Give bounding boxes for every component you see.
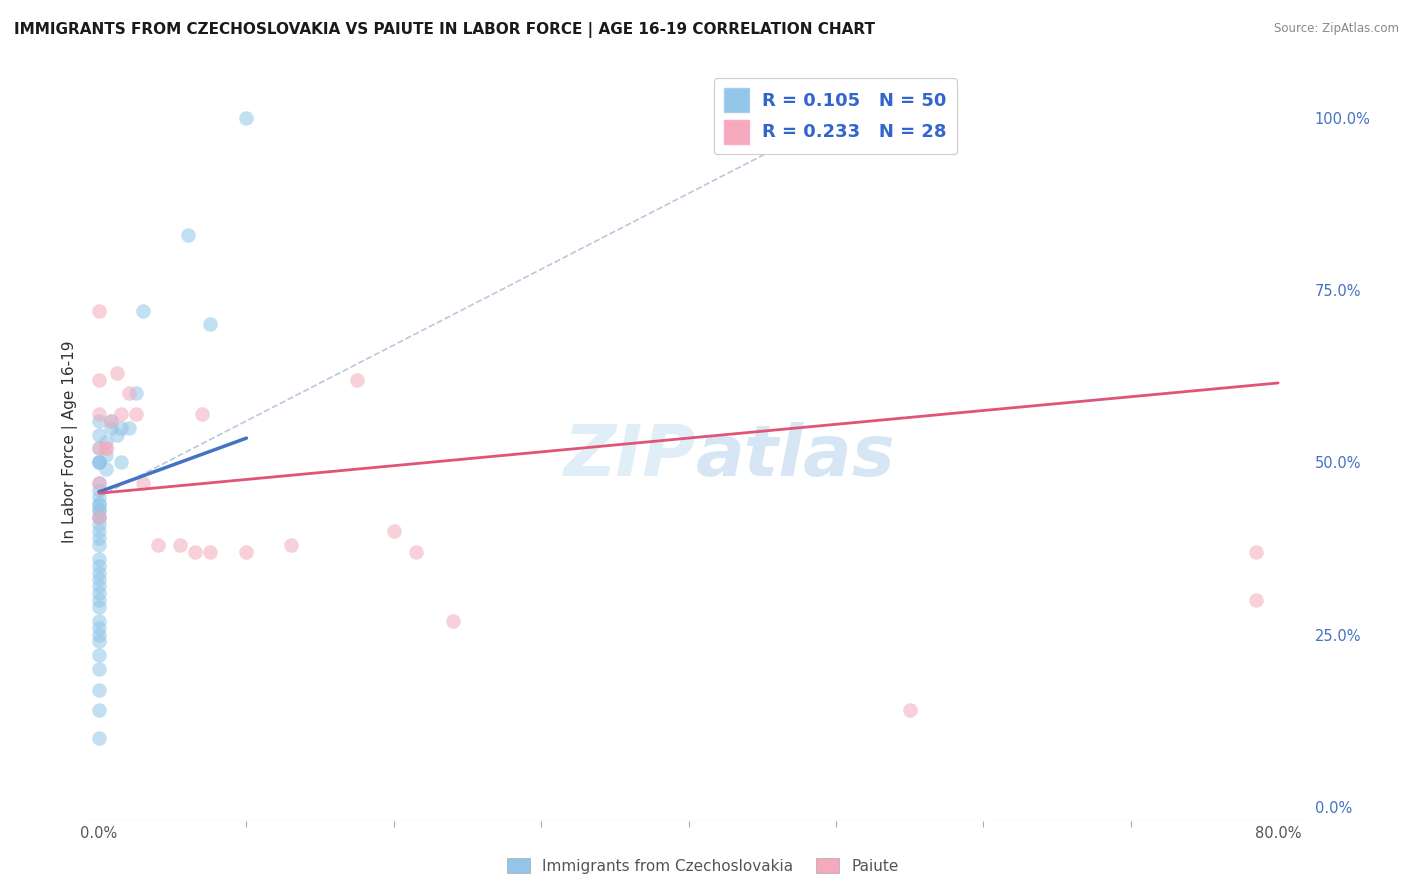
Point	[169, 538, 191, 552]
Point	[1244, 593, 1267, 607]
Point	[110, 421, 132, 435]
Text: atlas: atlas	[696, 422, 896, 491]
Point	[87, 497, 110, 511]
Point	[87, 531, 110, 545]
Point	[441, 614, 464, 628]
Text: IMMIGRANTS FROM CZECHOSLOVAKIA VS PAIUTE IN LABOR FORCE | AGE 16-19 CORRELATION : IMMIGRANTS FROM CZECHOSLOVAKIA VS PAIUTE…	[14, 22, 875, 38]
Point	[87, 558, 110, 573]
Point	[87, 372, 110, 386]
Point	[87, 510, 110, 524]
Point	[198, 318, 221, 332]
Legend: Immigrants from Czechoslovakia, Paiute: Immigrants from Czechoslovakia, Paiute	[501, 852, 905, 880]
Point	[87, 731, 110, 745]
Point	[87, 621, 110, 635]
Point	[87, 551, 110, 566]
Point	[87, 634, 110, 648]
Point	[96, 442, 118, 456]
Point	[87, 455, 110, 469]
Point	[87, 442, 110, 456]
Point	[87, 682, 110, 697]
Point	[87, 475, 110, 490]
Point	[87, 497, 110, 511]
Point	[87, 586, 110, 600]
Point	[125, 407, 148, 421]
Point	[87, 414, 110, 428]
Text: ZIP: ZIP	[564, 422, 696, 491]
Point	[235, 111, 257, 125]
Point	[87, 510, 110, 524]
Point	[405, 545, 427, 559]
Point	[87, 648, 110, 663]
Point	[184, 545, 207, 559]
Point	[105, 427, 128, 442]
Point	[87, 427, 110, 442]
Point	[96, 448, 118, 462]
Y-axis label: In Labor Force | Age 16-19: In Labor Force | Age 16-19	[62, 340, 79, 543]
Point	[110, 407, 132, 421]
Point	[87, 517, 110, 532]
Point	[100, 414, 122, 428]
Point	[191, 407, 214, 421]
Point	[87, 524, 110, 538]
Point	[96, 462, 118, 476]
Point	[132, 303, 155, 318]
Point	[96, 434, 118, 449]
Point	[87, 593, 110, 607]
Point	[87, 455, 110, 469]
Point	[117, 386, 139, 401]
Point	[87, 703, 110, 717]
Point	[87, 614, 110, 628]
Point	[146, 538, 169, 552]
Point	[87, 407, 110, 421]
Point	[110, 455, 132, 469]
Point	[87, 455, 110, 469]
Point	[87, 566, 110, 580]
Point	[87, 303, 110, 318]
Point	[87, 442, 110, 456]
Point	[117, 421, 139, 435]
Point	[176, 227, 198, 242]
Point	[87, 510, 110, 524]
Point	[280, 538, 302, 552]
Point	[1244, 545, 1267, 559]
Point	[87, 599, 110, 614]
Point	[87, 573, 110, 587]
Point	[898, 703, 921, 717]
Point	[87, 503, 110, 517]
Point	[100, 421, 122, 435]
Point	[346, 372, 368, 386]
Point	[87, 579, 110, 593]
Point	[96, 442, 118, 456]
Text: Source: ZipAtlas.com: Source: ZipAtlas.com	[1274, 22, 1399, 36]
Point	[87, 538, 110, 552]
Point	[105, 366, 128, 380]
Point	[132, 475, 155, 490]
Point	[87, 490, 110, 504]
Point	[198, 545, 221, 559]
Point	[87, 627, 110, 641]
Point	[87, 483, 110, 497]
Point	[382, 524, 405, 538]
Point	[125, 386, 148, 401]
Point	[87, 475, 110, 490]
Point	[87, 662, 110, 676]
Point	[100, 414, 122, 428]
Point	[87, 503, 110, 517]
Point	[235, 545, 257, 559]
Legend: R = 0.105   N = 50, R = 0.233   N = 28: R = 0.105 N = 50, R = 0.233 N = 28	[714, 78, 956, 153]
